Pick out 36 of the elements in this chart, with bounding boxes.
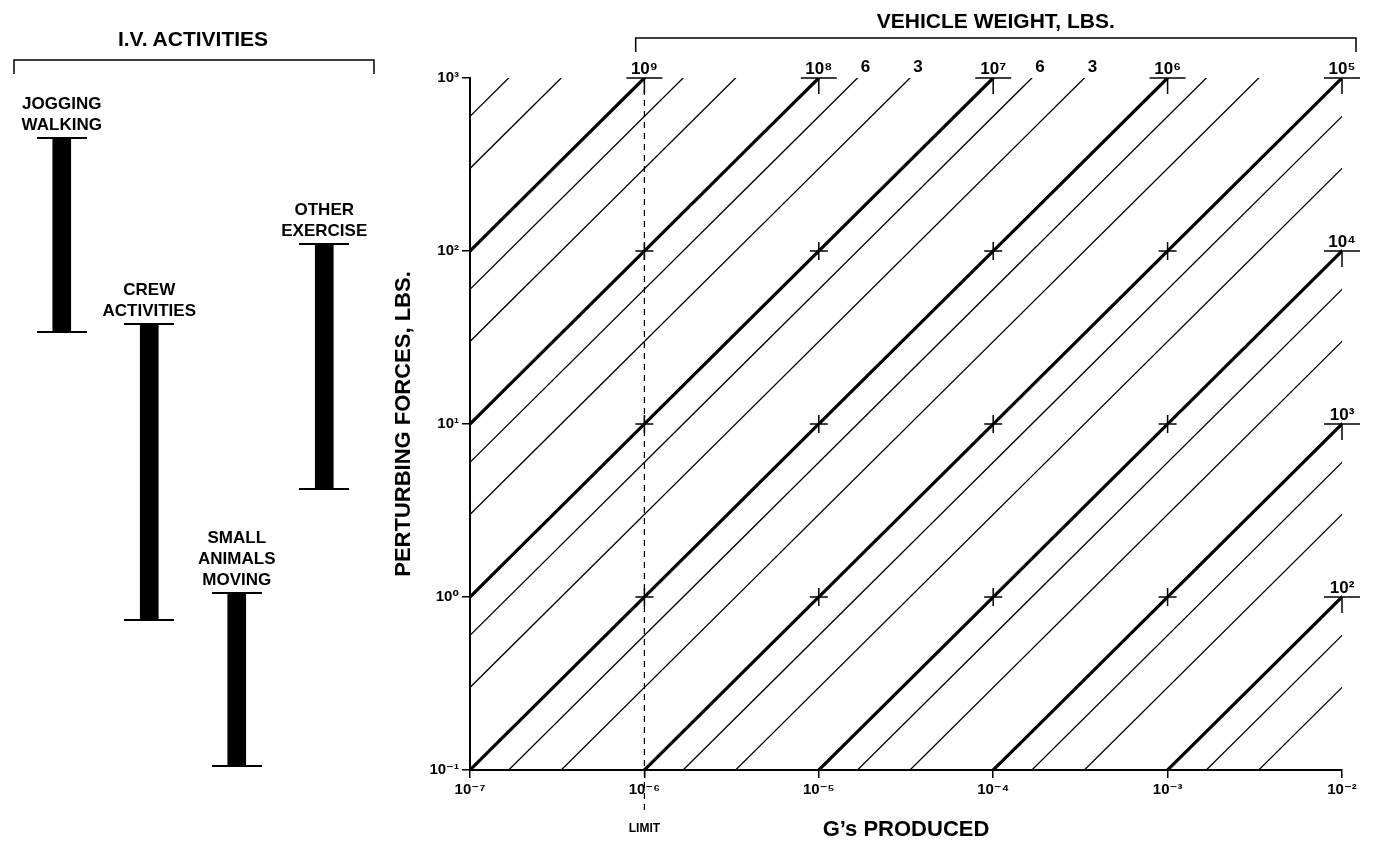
- ref-line-label: LIMIT: [628, 821, 661, 835]
- x-tick-label: 10⁻⁶: [628, 780, 661, 798]
- bar: [314, 243, 334, 490]
- x-tick-label: CREW ACTIVITIES: [102, 279, 197, 320]
- x-tick-label: 10⁻⁷: [454, 780, 486, 798]
- x-tick-label: OTHER EXERCISE: [281, 199, 368, 240]
- bar: [52, 137, 72, 333]
- legend-title: VEHICLE WEIGHT, LBS.: [876, 9, 1115, 32]
- series-label: 10⁶: [1154, 59, 1181, 78]
- y-axis-title: PERTURBING FORCES, LBS.: [390, 271, 416, 577]
- x-tick-label: JOGGING WALKING: [21, 93, 102, 134]
- x-tick-label: 10⁻⁵: [802, 780, 835, 798]
- y-tick-label: 10³: [437, 68, 459, 86]
- x-axis-title: G’s PRODUCED: [822, 816, 990, 841]
- y-tick-label: 10¹: [437, 414, 459, 432]
- series-label: 3: [1087, 57, 1098, 76]
- series-label: 10⁸: [805, 59, 833, 78]
- series-label: 10³: [1329, 405, 1355, 424]
- series-label: 10²: [1329, 578, 1355, 597]
- x-tick-label: 10⁻³: [1152, 780, 1183, 798]
- y-tick-label: 10⁻¹: [429, 760, 459, 778]
- series-label: 10⁷: [980, 59, 1007, 78]
- legend-label: 6: [1035, 57, 1045, 76]
- legend-label: 6: [860, 57, 871, 76]
- y-tick-label: 10²: [437, 241, 459, 259]
- y-tick-label: 10⁰: [435, 587, 459, 605]
- chart-title: I.V. ACTIVITIES: [117, 27, 269, 50]
- bar: [139, 323, 159, 620]
- x-tick-label: SMALL ANIMALS MOVING: [198, 528, 276, 590]
- series-label: 10⁵: [1328, 59, 1356, 78]
- series-label: 3: [913, 57, 923, 76]
- series-label: 10⁹: [630, 59, 658, 78]
- series-label: 10⁴: [1328, 232, 1356, 251]
- x-tick-label: 10⁻⁴: [977, 780, 1010, 798]
- bar: [227, 593, 247, 767]
- x-tick-label: 10⁻²: [1327, 780, 1357, 798]
